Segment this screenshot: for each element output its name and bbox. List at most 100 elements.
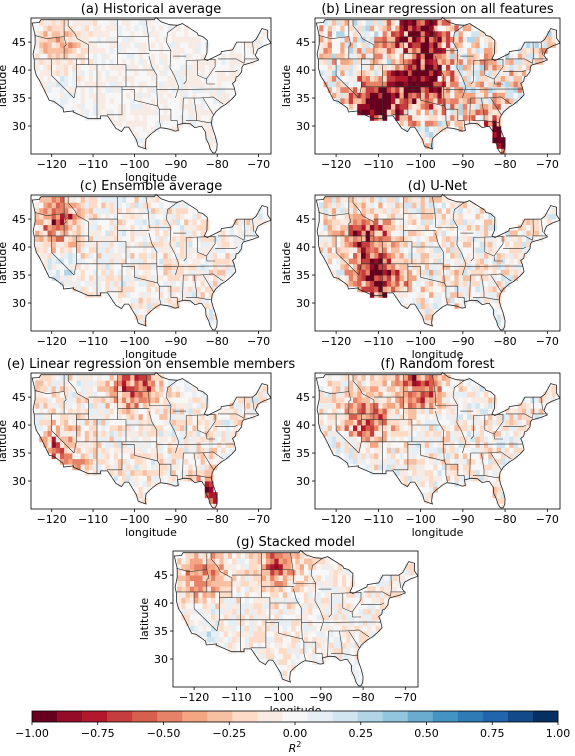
grid-cell bbox=[505, 275, 510, 281]
grid-cell bbox=[408, 408, 413, 414]
grid-cell bbox=[459, 292, 464, 298]
grid-cell bbox=[336, 59, 341, 65]
grid-cell bbox=[416, 48, 421, 54]
grid-cell bbox=[332, 53, 337, 59]
grid-cell bbox=[64, 31, 69, 37]
grid-cell bbox=[39, 419, 44, 425]
grid-cell bbox=[412, 419, 417, 425]
grid-cell bbox=[263, 31, 268, 37]
grid-cell bbox=[172, 436, 177, 442]
grid-cell bbox=[163, 241, 168, 247]
grid-cell bbox=[151, 470, 156, 476]
grid-cell bbox=[336, 375, 341, 381]
grid-cell bbox=[408, 219, 413, 225]
grid-cell bbox=[110, 447, 115, 453]
grid-cell bbox=[416, 20, 421, 26]
grid-cell bbox=[93, 213, 98, 219]
grid-cell bbox=[391, 425, 396, 431]
grid-cell bbox=[361, 20, 366, 26]
grid-cell bbox=[412, 459, 417, 465]
grid-cell bbox=[412, 31, 417, 37]
grid-cell bbox=[81, 20, 86, 26]
grid-cell bbox=[497, 132, 502, 138]
grid-cell bbox=[340, 414, 345, 420]
grid-cell bbox=[383, 447, 388, 453]
grid-cell bbox=[184, 31, 189, 37]
grid-cell bbox=[89, 269, 94, 275]
grid-cell bbox=[463, 64, 468, 70]
grid-cell bbox=[328, 31, 333, 37]
grid-cell bbox=[139, 81, 144, 87]
grid-cell bbox=[476, 292, 481, 298]
grid-cell bbox=[81, 25, 86, 31]
grid-cell bbox=[130, 281, 135, 287]
grid-cell bbox=[328, 431, 333, 437]
grid-cell bbox=[192, 414, 197, 420]
grid-cell bbox=[151, 264, 156, 270]
grid-cell bbox=[188, 247, 193, 253]
grid-cell bbox=[421, 459, 426, 465]
grid-cell bbox=[105, 197, 110, 203]
grid-cell bbox=[374, 442, 379, 448]
grid-cell bbox=[139, 380, 144, 386]
grid-cell bbox=[56, 70, 61, 76]
grid-cell bbox=[323, 419, 328, 425]
grid-cell bbox=[184, 470, 189, 476]
grid-cell bbox=[425, 137, 430, 143]
grid-cell bbox=[168, 408, 173, 414]
grid-cell bbox=[501, 247, 506, 253]
grid-cell bbox=[118, 31, 123, 37]
grid-cell bbox=[48, 225, 53, 231]
grid-cell bbox=[122, 42, 127, 48]
grid-cell bbox=[105, 464, 110, 470]
grid-cell bbox=[378, 397, 383, 403]
grid-cell bbox=[246, 225, 251, 231]
grid-cell bbox=[539, 48, 544, 54]
grid-cell bbox=[155, 431, 160, 437]
grid-cell bbox=[118, 197, 123, 203]
grid-cell bbox=[77, 76, 82, 82]
grid-cell bbox=[134, 264, 139, 270]
grid-cell bbox=[143, 303, 148, 309]
grid-cell bbox=[374, 92, 379, 98]
grid-cell bbox=[357, 380, 362, 386]
grid-cell bbox=[101, 202, 106, 208]
grid-cell bbox=[383, 208, 388, 214]
grid-cell bbox=[442, 42, 447, 48]
grid-cell bbox=[97, 442, 102, 448]
grid-cell bbox=[172, 219, 177, 225]
grid-cell bbox=[172, 48, 177, 54]
grid-cell bbox=[201, 391, 206, 397]
grid-cell bbox=[68, 459, 73, 465]
grid-cell bbox=[126, 391, 131, 397]
grid-cell bbox=[450, 247, 455, 253]
grid-cell bbox=[412, 208, 417, 214]
grid-cell bbox=[230, 236, 235, 242]
grid-cell bbox=[155, 397, 160, 403]
grid-cell bbox=[361, 414, 366, 420]
grid-cell bbox=[535, 53, 540, 59]
grid-cell bbox=[151, 213, 156, 219]
grid-cell bbox=[155, 297, 160, 303]
grid-cell bbox=[492, 70, 497, 76]
grid-cell bbox=[429, 408, 434, 414]
grid-cell bbox=[97, 87, 102, 93]
grid-cell bbox=[353, 408, 358, 414]
grid-cell bbox=[340, 408, 345, 414]
grid-cell bbox=[480, 53, 485, 59]
grid-cell bbox=[130, 25, 135, 31]
grid-cell bbox=[366, 442, 371, 448]
grid-cell bbox=[416, 25, 421, 31]
grid-cell bbox=[425, 375, 430, 381]
grid-cell bbox=[60, 269, 65, 275]
grid-cell bbox=[143, 87, 148, 93]
grid-cell bbox=[391, 25, 396, 31]
grid-cell bbox=[395, 442, 400, 448]
grid-cell bbox=[349, 202, 354, 208]
grid-cell bbox=[155, 386, 160, 392]
grid-cell bbox=[180, 98, 185, 104]
grid-cell bbox=[467, 64, 472, 70]
grid-cell bbox=[374, 453, 379, 459]
grid-cell bbox=[349, 447, 354, 453]
grid-cell bbox=[163, 247, 168, 253]
